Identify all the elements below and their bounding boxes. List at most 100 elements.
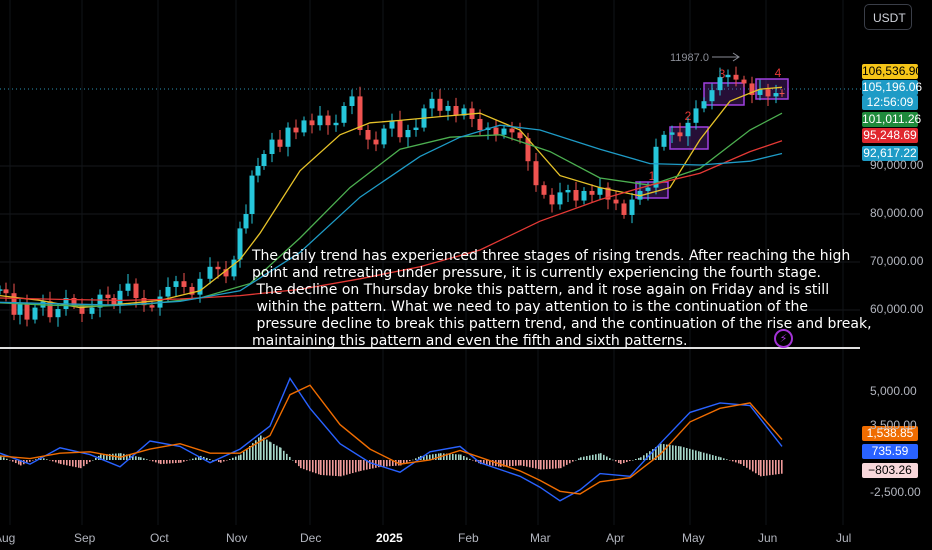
histogram-bar [172, 460, 174, 464]
histogram-bar [60, 460, 62, 465]
time-label: Sep [74, 531, 96, 545]
candle-body [389, 120, 395, 129]
candle-body [105, 294, 111, 298]
histogram-bar [103, 454, 105, 460]
histogram-bar [260, 435, 262, 460]
histogram-bar [492, 460, 494, 466]
oscillator-lines [0, 376, 783, 502]
histogram-bar [766, 460, 768, 476]
histogram-bar [709, 454, 711, 460]
price-tick: 60,000.00 [870, 302, 924, 316]
currency-button[interactable]: USDT [864, 4, 912, 30]
histogram-bar [169, 460, 171, 464]
histogram-bar [143, 458, 145, 460]
price-tag: 101,011.26 [862, 112, 922, 127]
histogram-bar [49, 460, 51, 461]
histogram-bar [469, 458, 471, 460]
histogram-bar [218, 460, 220, 463]
histogram-bar [206, 457, 208, 460]
price-tick: 80,000.00 [870, 206, 924, 220]
histogram-bar [595, 454, 597, 460]
histogram-bar [389, 460, 391, 467]
histogram-bar [352, 460, 354, 474]
histogram-bar [358, 460, 360, 472]
histogram-bar [95, 457, 97, 460]
candle-body [207, 266, 213, 279]
histogram-bar [276, 445, 278, 460]
histogram-bar [515, 460, 517, 466]
histogram-bar [186, 460, 188, 461]
candle-body [653, 146, 659, 188]
histogram-bar [229, 459, 231, 460]
candle-body [677, 132, 683, 137]
histogram-bar [566, 460, 568, 465]
candle-body [557, 192, 563, 205]
candle-body [189, 286, 195, 295]
histogram-bar [729, 460, 731, 461]
histogram-bar [658, 445, 660, 460]
histogram-bar [480, 460, 482, 465]
histogram-bar [626, 460, 628, 463]
candle-body [773, 93, 779, 97]
histogram-bar [775, 460, 777, 475]
histogram-bar [158, 460, 160, 464]
histogram-bar [232, 457, 234, 460]
histogram-bar [78, 460, 80, 468]
note-line-1: The daily trend has experienced three st… [252, 248, 851, 264]
histogram-bar [152, 460, 154, 462]
candle-body [605, 187, 611, 200]
histogram-bar [723, 458, 725, 460]
peak-arrow [712, 52, 740, 62]
histogram-bar [520, 460, 522, 466]
candle-body [437, 98, 443, 111]
price-tag: 106,536.90 [862, 64, 923, 79]
histogram-bar [360, 460, 362, 471]
histogram-bar [289, 456, 291, 460]
histogram-bar [269, 441, 271, 460]
histogram-bar [769, 460, 771, 476]
histogram-bar [246, 448, 248, 460]
histogram-bar [318, 460, 320, 475]
candle-body [0, 289, 3, 291]
histogram-bar [772, 460, 774, 475]
histogram-bar [463, 455, 465, 460]
histogram-bar [83, 460, 85, 467]
candle-body [749, 83, 755, 95]
histogram-bar [592, 454, 594, 460]
histogram-bar [258, 437, 260, 460]
histogram-bar [89, 460, 91, 463]
candle-body [149, 305, 155, 308]
histogram-bar [323, 460, 325, 476]
histogram-bar [140, 457, 142, 460]
histogram-bar [603, 454, 605, 460]
histogram-bar [575, 460, 577, 461]
candle-body [317, 115, 323, 126]
histogram-bar [9, 460, 11, 461]
histogram-bar [52, 460, 54, 462]
time-label: May [682, 531, 705, 545]
candle-body [55, 309, 61, 318]
ma_cyan-line [0, 124, 783, 306]
histogram-bar [132, 455, 134, 460]
histogram-bar [109, 453, 111, 460]
wave-label-4: 4 [775, 66, 782, 80]
histogram-bar [666, 444, 668, 460]
histogram-bar [443, 453, 445, 460]
candle-body [661, 134, 667, 147]
candle-body [525, 138, 531, 162]
candle-body [309, 120, 315, 126]
histogram-bar [69, 460, 71, 466]
histogram-bar [552, 460, 554, 469]
histogram-bar [180, 460, 182, 463]
histogram-bar [600, 453, 602, 460]
histogram-bar [503, 460, 505, 467]
candle-body [509, 128, 515, 133]
lightning-icon[interactable]: ⚡ [774, 329, 793, 348]
candle-body [173, 281, 179, 287]
histogram-bar [449, 453, 451, 460]
histogram-bar [572, 460, 574, 462]
histogram-bar [589, 455, 591, 460]
histogram-bar [46, 459, 48, 460]
candle-body [477, 118, 483, 130]
peak-annotation: 11987.0 [670, 52, 709, 64]
